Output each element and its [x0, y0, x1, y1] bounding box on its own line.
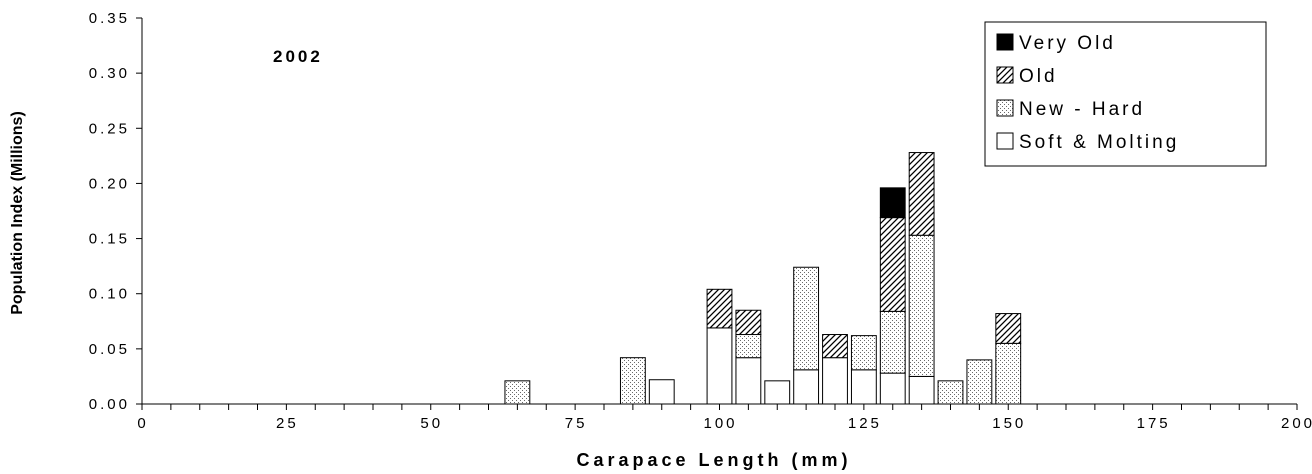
x-tick-label: 175: [1137, 415, 1171, 432]
x-tick-label: 75: [565, 415, 588, 432]
bar-segment: [735, 357, 762, 405]
bar-segment: [735, 334, 762, 359]
bar-segment: [706, 327, 733, 405]
bar-segment: [995, 342, 1022, 405]
legend-label: Old: [1019, 66, 1058, 87]
x-tick-label: 25: [276, 415, 299, 432]
bar-segment: [648, 379, 675, 405]
x-tick-label: 100: [703, 415, 737, 432]
x-tick-label: 0: [137, 415, 148, 432]
bar-segment: [706, 288, 733, 329]
bar-segment: [995, 313, 1022, 344]
bar-segment: [619, 357, 646, 405]
bar-segment: [822, 357, 848, 405]
y-tick-label: 0.10: [89, 286, 130, 303]
bar-segment: [879, 187, 906, 219]
legend-swatch: [996, 33, 1014, 51]
bar-segment: [793, 266, 820, 371]
y-tick-label: 0.35: [89, 10, 130, 27]
bar-segment: [908, 234, 935, 377]
y-tick-label: 0.00: [89, 396, 130, 413]
legend: Very Old Old New - Hard Soft & Molting: [984, 21, 1267, 167]
x-tick-label: 150: [992, 415, 1026, 432]
y-tick-label: 0.20: [89, 175, 130, 192]
bar-segment: [735, 309, 762, 336]
x-tick-label: 200: [1281, 415, 1312, 432]
bar-segment: [879, 310, 906, 374]
bar-segment: [908, 152, 935, 236]
year-annotation: 2002: [273, 47, 323, 66]
bar-segment: [850, 335, 877, 371]
x-tick-label: 50: [420, 415, 443, 432]
y-tick-label: 0.30: [89, 65, 130, 82]
bar-segment: [793, 369, 820, 405]
legend-box: [984, 21, 1267, 167]
legend-swatch: [996, 99, 1014, 117]
bar-segment: [764, 380, 791, 405]
bar-segment: [504, 380, 531, 405]
y-axis-title: Population Index (Millions): [9, 111, 26, 315]
y-tick-label: 0.05: [89, 341, 130, 358]
bar-segment: [937, 380, 964, 405]
x-axis-title: Carapace Length (mm): [576, 450, 851, 470]
bar-segment: [850, 369, 877, 405]
legend-label: Very Old: [1019, 33, 1116, 54]
legend-swatch: [996, 132, 1014, 150]
y-tick-label: 0.25: [89, 120, 130, 137]
legend-label: New - Hard: [1019, 99, 1145, 120]
bar-segment: [822, 334, 848, 359]
plot-area: 0.00 0.05 0.10 0.15 0.20 0.25 0.30 0.35 0 25 50 75 1…: [89, 10, 1312, 432]
y-tick-label: 0.15: [89, 231, 130, 248]
bar-segment: [879, 217, 906, 312]
legend-label: Soft & Molting: [1019, 132, 1179, 153]
legend-swatch: [996, 66, 1014, 84]
bar-segment: [879, 372, 906, 405]
bar-segment: [908, 375, 935, 405]
bar-segment: [966, 359, 993, 405]
x-tick-label: 125: [848, 415, 882, 432]
